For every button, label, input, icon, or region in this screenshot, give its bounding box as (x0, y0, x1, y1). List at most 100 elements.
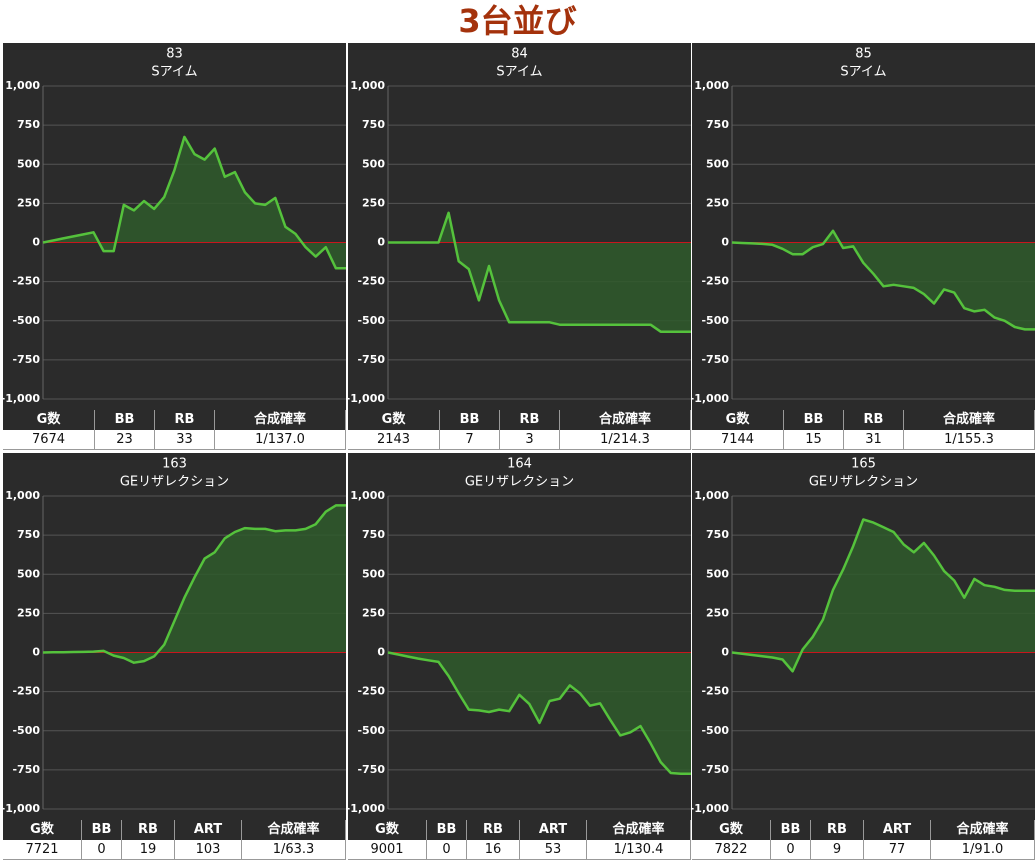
data-table: G数 7721 BB 0 RB 19 ART 103 合成確率 1/63.3 (3, 820, 346, 860)
chart-panel: 1,000 750 500 250 0 -250 -500 -750 -1,000 165 GEリザ… (692, 453, 1035, 860)
table-header: G数 (3, 410, 95, 430)
y-tick-label: 500 (362, 157, 385, 170)
table-cell: 3 (500, 430, 560, 450)
line (42, 504, 346, 664)
y-tick-label: 0 (32, 236, 40, 249)
y-tick-label: -750 (701, 353, 729, 366)
table-header: BB (784, 410, 844, 430)
table-cell: 77 (864, 840, 931, 860)
chart-panel: 1,000 750 500 250 0 -250 -500 -750 -1,000 163 GEリザ… (3, 453, 346, 860)
data-table: G数 7144 BB 15 RB 31 合成確率 1/155.3 (692, 410, 1035, 450)
y-tick-label: 0 (32, 646, 40, 659)
y-tick-label: -1,000 (348, 392, 385, 405)
y-tick-label: -750 (357, 763, 385, 776)
y-tick-label: 250 (17, 196, 40, 209)
y-tick-label: 250 (706, 196, 729, 209)
y-tick-label: 500 (362, 567, 385, 580)
table-cell: 103 (175, 840, 242, 860)
y-tick-label: -250 (12, 685, 40, 698)
table-cell: 15 (784, 430, 844, 450)
page-title: 3台並び (458, 2, 577, 40)
table-header: RB (844, 410, 904, 430)
table-header: 合成確率 (904, 410, 1035, 430)
y-tick-label: 1,000 (5, 489, 40, 502)
table-header: G数 (348, 410, 440, 430)
data-table: G数 2143 BB 7 RB 3 合成確率 1/214.3 (348, 410, 691, 450)
table-cell: 7144 (692, 430, 784, 450)
y-tick-label: 500 (706, 567, 729, 580)
table-header: G数 (3, 820, 82, 840)
table-cell: 7674 (3, 430, 95, 450)
area (732, 230, 1035, 330)
y-tick-label: -250 (701, 275, 729, 288)
table-header: 合成確率 (587, 820, 691, 840)
data-table: G数 7674 BB 23 RB 33 合成確率 1/137.0 (3, 410, 346, 450)
table-header: BB (82, 820, 122, 840)
line (388, 211, 691, 333)
y-tick-label: -750 (12, 353, 40, 366)
table-cell: 0 (82, 840, 122, 860)
area (43, 136, 346, 269)
y-tick-label: 1,000 (5, 79, 40, 92)
y-tick-label: -500 (701, 724, 729, 737)
y-tick-label: -1,000 (3, 392, 40, 405)
table-cell: 0 (771, 840, 811, 860)
y-tick-label: -500 (701, 314, 729, 327)
chart-subtitle: GEリザレクション (465, 475, 574, 490)
table-header: RB (500, 410, 560, 430)
area (388, 652, 691, 774)
y-tick-label: 0 (721, 646, 729, 659)
table-cell: 7721 (3, 840, 82, 860)
y-tick-label: 750 (17, 118, 40, 131)
table-header: RB (811, 820, 864, 840)
y-tick-label: 500 (17, 567, 40, 580)
y-tick-label: -750 (12, 763, 40, 776)
chart-title: 85 (855, 47, 872, 62)
chart: 1,000 750 500 250 0 -250 -500 -750 -1,000 84 Sアイム (348, 43, 691, 410)
y-tick-label: 250 (706, 606, 729, 619)
table-header: RB (467, 820, 520, 840)
y-tick-label: -250 (12, 275, 40, 288)
y-tick-label: -750 (701, 763, 729, 776)
y-tick-label: 250 (17, 606, 40, 619)
table-header: RB (122, 820, 175, 840)
y-tick-label: -500 (357, 724, 385, 737)
y-tick-label: 1,000 (350, 489, 385, 502)
data-table: G数 7822 BB 0 RB 9 ART 77 合成確率 1/91.0 (692, 820, 1035, 860)
y-tick-label: -500 (12, 314, 40, 327)
chart-title: 165 (851, 457, 876, 472)
table-cell: 1/137.0 (215, 430, 346, 450)
table-cell: 23 (95, 430, 155, 450)
table-header: BB (95, 410, 155, 430)
y-tick-label: 750 (706, 118, 729, 131)
y-tick-label: -1,000 (348, 802, 385, 815)
line (731, 229, 1035, 331)
chart: 1,000 750 500 250 0 -250 -500 -750 -1,000 163 GEリザ… (3, 453, 346, 820)
table-cell: 1/130.4 (587, 840, 691, 860)
table-cell: 19 (122, 840, 175, 860)
chart-title: 83 (166, 47, 183, 62)
table-header: ART (175, 820, 242, 840)
y-tick-label: -1,000 (3, 802, 40, 815)
chart-subtitle: GEリザレクション (809, 475, 918, 490)
area (732, 519, 1035, 672)
table-cell: 2143 (348, 430, 440, 450)
line (731, 518, 1035, 673)
table-cell: 1/214.3 (560, 430, 691, 450)
chart-subtitle: Sアイム (151, 65, 197, 80)
table-cell: 16 (467, 840, 520, 860)
chart-panel: 1,000 750 500 250 0 -250 -500 -750 -1,000 83 Sアイム G… (3, 43, 346, 450)
table-header: 合成確率 (215, 410, 346, 430)
y-tick-label: -500 (357, 314, 385, 327)
y-tick-label: 1,000 (694, 79, 729, 92)
table-cell: 1/91.0 (931, 840, 1035, 860)
chart-panel: 1,000 750 500 250 0 -250 -500 -750 -1,000 164 GEリザ… (348, 453, 691, 860)
table-header: G数 (348, 820, 427, 840)
table-header: 合成確率 (560, 410, 691, 430)
line (42, 135, 346, 270)
y-tick-label: 250 (362, 196, 385, 209)
table-cell: 0 (427, 840, 467, 860)
y-tick-label: -250 (701, 685, 729, 698)
y-tick-label: -250 (357, 275, 385, 288)
